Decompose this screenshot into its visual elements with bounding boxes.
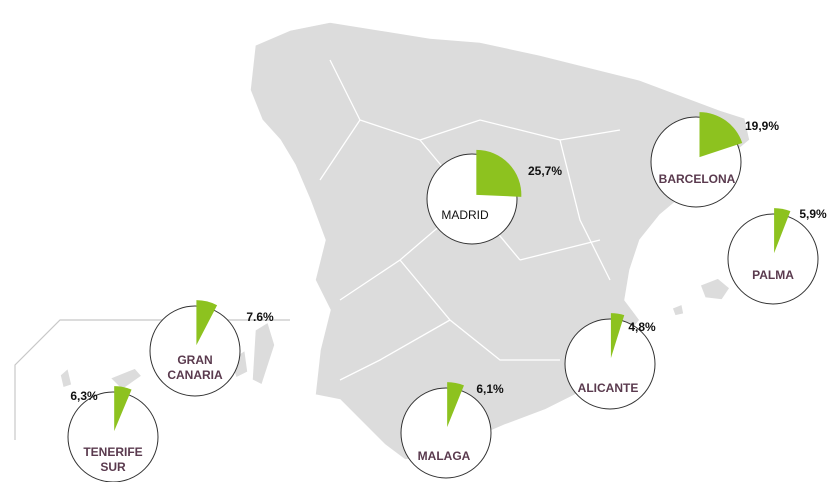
mallorca <box>699 277 731 301</box>
value-label: 4,8% <box>628 320 656 334</box>
city-name: ALICANTE <box>578 381 639 395</box>
tenerife-island <box>108 367 144 391</box>
city-name: TENERIFE <box>83 445 142 459</box>
value-label: 25,7% <box>528 164 562 178</box>
pie-wedge <box>610 313 625 359</box>
city-pie: 4,8% ALICANTE <box>564 313 656 410</box>
city-name: SUR <box>100 460 126 474</box>
pie-base <box>727 213 819 305</box>
pie-wedge <box>774 208 791 254</box>
city-name: BARCELONA <box>659 172 736 186</box>
value-label: 6,3% <box>70 389 98 403</box>
value-label: 6,1% <box>476 382 504 396</box>
lanzarote <box>251 320 276 387</box>
pie-wedge <box>114 386 132 432</box>
value-label: 7.6% <box>246 310 274 324</box>
pie-base <box>564 318 656 410</box>
pie-base <box>149 305 241 397</box>
pie-base <box>400 387 492 479</box>
region-borders <box>319 59 621 381</box>
pie-wedge <box>196 300 218 346</box>
pie-wedge <box>699 112 743 158</box>
pie-base <box>67 391 159 482</box>
city-pie: 19,9% BARCELONA <box>650 112 779 208</box>
value-label: 5,9% <box>799 207 827 221</box>
city-name: PALMA <box>752 268 794 282</box>
city-pie: 25,7% MADRID <box>426 149 562 245</box>
city-pie: 5,9% PALMA <box>727 207 827 305</box>
pie-wedge <box>447 382 464 428</box>
la-palma <box>59 366 73 389</box>
pie-wedge <box>476 149 522 197</box>
city-pie: 6,1% MALAGA <box>400 382 504 479</box>
ibiza <box>671 302 685 317</box>
city-name: MALAGA <box>418 449 471 463</box>
city-name: CANARIA <box>167 368 223 382</box>
city-name: GRAN <box>177 353 212 367</box>
value-label: 19,9% <box>745 119 779 133</box>
city-name: MADRID <box>441 208 489 222</box>
